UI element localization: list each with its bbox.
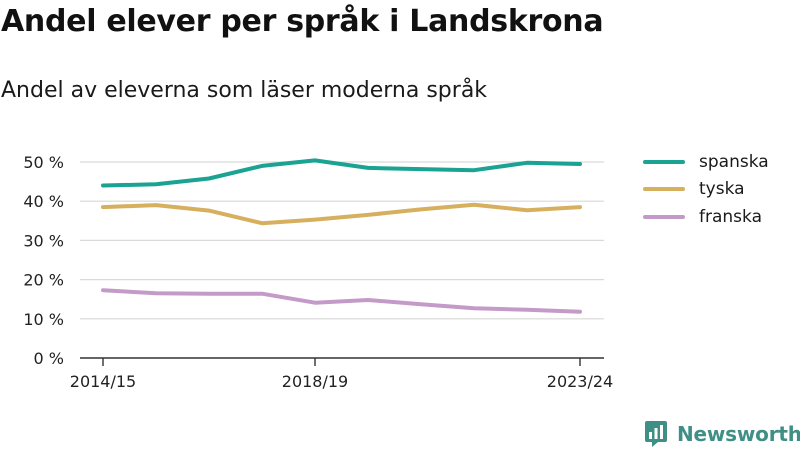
series-line-spanska	[101, 158, 582, 188]
x-tick-label: 2014/15	[70, 372, 136, 391]
chart-legend: spanska tyska franska	[643, 148, 769, 231]
legend-swatch	[643, 214, 685, 219]
legend-label: franska	[699, 206, 762, 227]
bar-chart-speech-bubble-icon	[645, 421, 667, 447]
legend-swatch	[643, 187, 685, 192]
y-tick-label: 40 %	[23, 192, 64, 211]
legend-swatch	[643, 159, 685, 164]
legend-label: tyska	[699, 179, 745, 200]
y-tick-label: 20 %	[23, 271, 64, 290]
y-tick-label: 0 %	[34, 349, 64, 368]
gridlines	[80, 161, 604, 320]
series-line-franska	[101, 288, 582, 314]
x-tick-label: 2018/19	[282, 372, 348, 391]
x-tick-label: 2023/24	[547, 372, 613, 391]
y-tick-label: 10 %	[23, 310, 64, 329]
legend-item-tyska: tyska	[643, 176, 769, 204]
chart-title: Andel elever per språk i Landskrona	[1, 4, 604, 39]
axes: 0 % 10 % 20 % 30 % 40 % 50 % 2014/15 2018/19 202…	[23, 153, 613, 391]
legend-item-spanska: spanska	[643, 148, 769, 176]
legend-label: spanska	[699, 151, 769, 172]
series-lines	[101, 158, 582, 314]
series-line-tyska	[101, 202, 582, 226]
chart-subtitle: Andel av eleverna som läser moderna språ…	[1, 78, 488, 103]
legend-item-franska: franska	[643, 203, 769, 231]
brand-logo: Newsworthy	[644, 420, 800, 448]
y-tick-label: 30 %	[23, 231, 64, 250]
y-tick-label: 50 %	[23, 153, 64, 172]
brand-name: Newsworthy	[677, 422, 800, 446]
